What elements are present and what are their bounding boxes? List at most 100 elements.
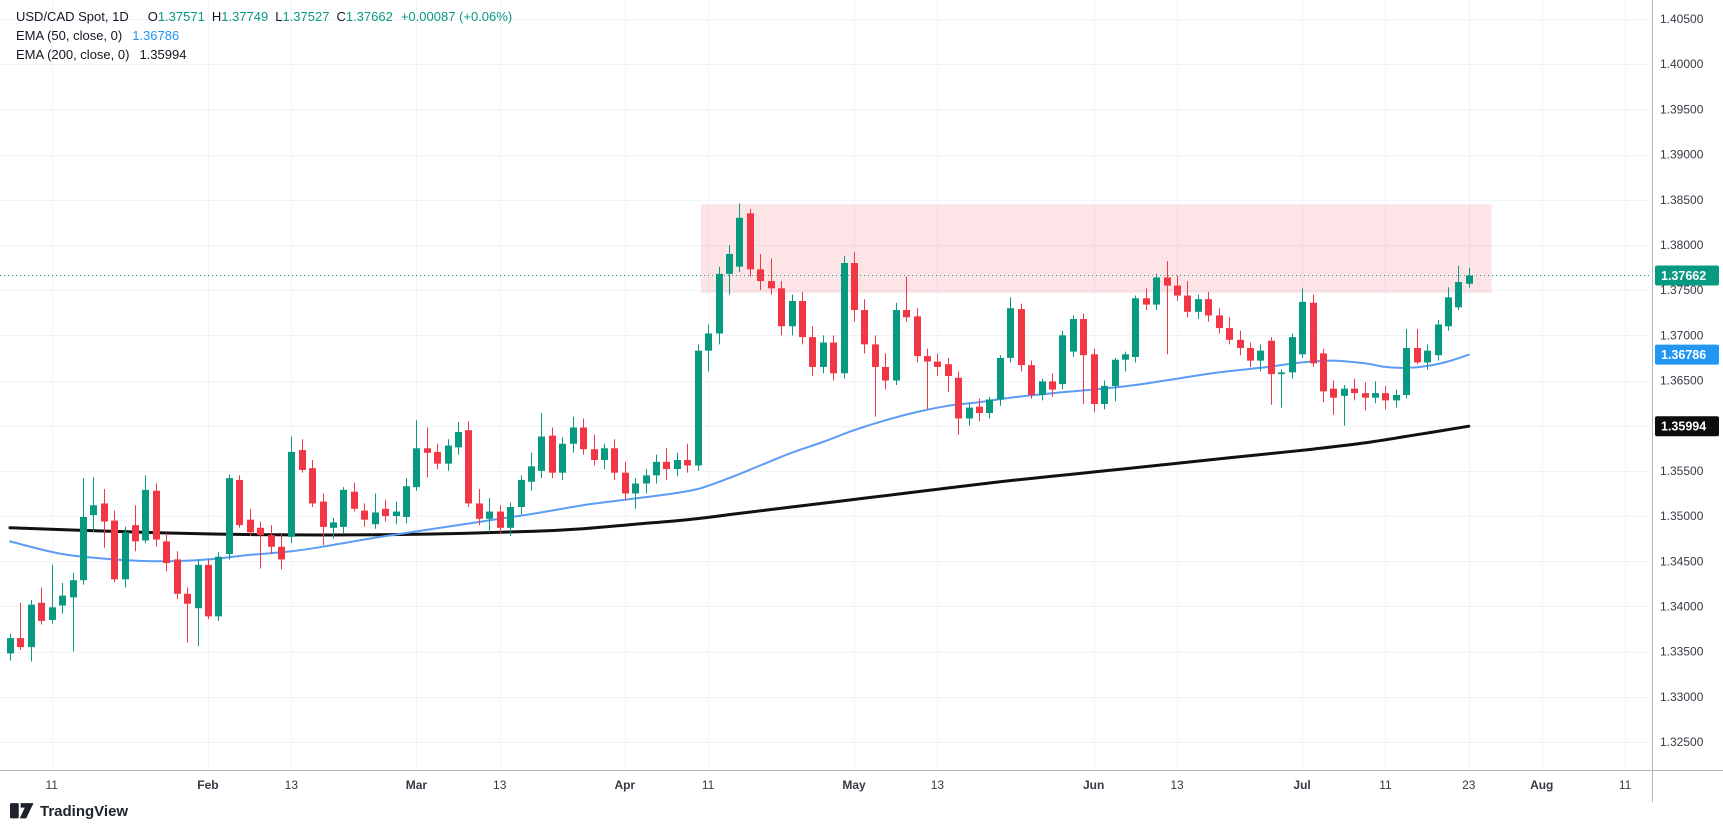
candle[interactable] — [382, 499, 389, 522]
candle[interactable] — [643, 469, 650, 494]
candle[interactable] — [1330, 380, 1337, 415]
candle[interactable] — [226, 474, 233, 560]
candle[interactable] — [1257, 344, 1264, 372]
candle[interactable] — [507, 502, 514, 536]
candle[interactable] — [872, 335, 879, 417]
candle[interactable] — [591, 434, 598, 466]
candle[interactable] — [882, 353, 889, 390]
candle[interactable] — [1039, 378, 1046, 401]
candle[interactable] — [330, 517, 337, 539]
candle[interactable] — [142, 475, 149, 544]
candle[interactable] — [1455, 265, 1462, 311]
candle[interactable] — [747, 208, 754, 277]
candle[interactable] — [955, 371, 962, 435]
candle[interactable] — [1341, 385, 1348, 426]
candle[interactable] — [1289, 333, 1296, 379]
candle[interactable] — [1278, 369, 1285, 408]
candle[interactable] — [570, 416, 577, 453]
candle[interactable] — [934, 353, 941, 376]
candle[interactable] — [1122, 351, 1129, 372]
candle[interactable] — [111, 510, 118, 583]
candle[interactable] — [1320, 348, 1327, 403]
candle[interactable] — [1112, 357, 1119, 402]
candle[interactable] — [663, 448, 670, 480]
candle[interactable] — [799, 291, 806, 345]
candle[interactable] — [101, 488, 108, 548]
candle[interactable] — [1226, 317, 1233, 345]
candle[interactable] — [966, 403, 973, 426]
candle[interactable] — [153, 483, 160, 547]
candle[interactable] — [841, 255, 848, 379]
candle[interactable] — [820, 335, 827, 374]
tradingview-attribution[interactable]: TradingView — [10, 801, 128, 821]
candle[interactable] — [1153, 273, 1160, 311]
candle[interactable] — [809, 326, 816, 376]
candle[interactable] — [736, 203, 743, 273]
candle[interactable] — [236, 475, 243, 528]
candle[interactable] — [1007, 297, 1014, 363]
candle[interactable] — [1382, 385, 1389, 410]
candle[interactable] — [778, 281, 785, 336]
candle[interactable] — [893, 302, 900, 386]
candle[interactable] — [1195, 294, 1202, 320]
candle[interactable] — [705, 324, 712, 372]
candle[interactable] — [622, 461, 629, 500]
candle[interactable] — [903, 276, 910, 322]
symbol-row[interactable]: USD/CAD Spot, 1D O1.37571 H1.37749 L1.37527… — [16, 8, 512, 26]
candle[interactable] — [976, 398, 983, 422]
candle[interactable] — [653, 454, 660, 484]
candle[interactable] — [247, 508, 254, 536]
candle[interactable] — [1216, 308, 1223, 334]
candle[interactable] — [1445, 287, 1452, 331]
candle[interactable] — [601, 443, 608, 470]
candle[interactable] — [1132, 295, 1139, 363]
candle[interactable] — [716, 266, 723, 345]
candle[interactable] — [476, 488, 483, 526]
candle[interactable] — [538, 413, 545, 479]
time-axis[interactable]: 11 Feb 13 Mar 13 Apr 11 May 13 Jun 13 Jul 11 23 Aug 11 — [45, 778, 1631, 792]
candle[interactable] — [122, 526, 129, 588]
candle[interactable] — [1351, 378, 1358, 401]
candle[interactable] — [205, 559, 212, 620]
candle[interactable] — [611, 439, 618, 480]
candle[interactable] — [924, 348, 931, 410]
candle[interactable] — [361, 503, 368, 527]
candle[interactable] — [320, 493, 327, 545]
candle[interactable] — [1174, 275, 1181, 301]
candle[interactable] — [268, 525, 275, 555]
candle[interactable] — [1403, 328, 1410, 399]
candle[interactable] — [351, 482, 358, 512]
candle[interactable] — [945, 357, 952, 393]
candle[interactable] — [80, 478, 87, 585]
indicator-row-ema200[interactable]: EMA (200, close, 0) 1.35994 — [16, 46, 512, 64]
candle[interactable] — [1143, 288, 1150, 311]
candle[interactable] — [1091, 348, 1098, 413]
candle[interactable] — [132, 505, 139, 552]
candle[interactable] — [1184, 281, 1191, 318]
candle[interactable] — [1018, 303, 1025, 372]
candle[interactable] — [1164, 261, 1171, 355]
candle[interactable] — [580, 418, 587, 455]
candle[interactable] — [559, 437, 566, 480]
candle[interactable] — [465, 421, 472, 508]
candle[interactable] — [684, 443, 691, 473]
candle[interactable] — [851, 252, 858, 322]
candle[interactable] — [1049, 373, 1056, 397]
candle[interactable] — [1435, 319, 1442, 361]
candle[interactable] — [1070, 315, 1077, 358]
candle[interactable] — [695, 344, 702, 471]
candle[interactable] — [7, 633, 14, 661]
candle[interactable] — [17, 602, 24, 650]
candle[interactable] — [1237, 330, 1244, 356]
candle[interactable] — [518, 475, 525, 515]
candle[interactable] — [445, 439, 452, 471]
candle[interactable] — [278, 534, 285, 570]
candle[interactable] — [830, 335, 837, 381]
candle[interactable] — [257, 521, 264, 569]
candle[interactable] — [528, 452, 535, 491]
ema-200-line[interactable] — [8, 424, 1471, 537]
candle[interactable] — [163, 533, 170, 572]
candle[interactable] — [497, 505, 504, 535]
candle[interactable] — [174, 551, 181, 600]
